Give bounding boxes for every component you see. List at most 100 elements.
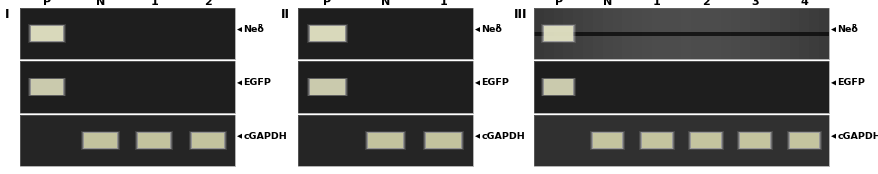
Bar bbox=[739, 133, 769, 148]
Bar bbox=[631, 8, 642, 59]
Text: P: P bbox=[43, 0, 51, 7]
Bar bbox=[730, 8, 740, 59]
Bar bbox=[543, 8, 553, 59]
Bar bbox=[720, 8, 730, 59]
Text: cGAPDH: cGAPDH bbox=[481, 132, 525, 141]
Bar bbox=[563, 8, 573, 59]
Bar bbox=[423, 131, 464, 149]
Text: P: P bbox=[554, 0, 562, 7]
Text: EGFP: EGFP bbox=[481, 78, 508, 87]
Bar bbox=[572, 8, 583, 59]
Bar bbox=[612, 8, 623, 59]
Bar bbox=[534, 8, 543, 59]
Bar bbox=[690, 8, 701, 59]
Bar bbox=[82, 131, 119, 149]
Bar bbox=[20, 115, 234, 166]
Bar bbox=[298, 61, 472, 113]
Bar bbox=[29, 25, 65, 42]
Bar bbox=[307, 78, 346, 96]
Text: Neo: Neo bbox=[243, 25, 264, 34]
Bar bbox=[710, 8, 721, 59]
Bar bbox=[20, 115, 234, 166]
Bar bbox=[28, 78, 66, 96]
Bar bbox=[83, 132, 118, 149]
Bar bbox=[298, 8, 472, 59]
Text: 1: 1 bbox=[652, 0, 660, 7]
Bar bbox=[651, 8, 662, 59]
Bar bbox=[543, 25, 573, 42]
Bar bbox=[298, 115, 472, 166]
Bar bbox=[20, 61, 234, 113]
Text: N: N bbox=[380, 0, 390, 7]
Bar bbox=[737, 131, 772, 149]
Text: III: III bbox=[514, 8, 527, 21]
Bar bbox=[786, 131, 821, 149]
Bar bbox=[540, 25, 576, 43]
Bar bbox=[738, 132, 771, 149]
Bar bbox=[593, 8, 602, 59]
Bar bbox=[309, 26, 344, 41]
Bar bbox=[642, 8, 651, 59]
Text: II: II bbox=[280, 8, 289, 21]
Bar bbox=[787, 132, 820, 149]
Bar bbox=[425, 132, 462, 149]
Text: Neo: Neo bbox=[837, 25, 858, 34]
Bar bbox=[638, 131, 674, 149]
Bar bbox=[306, 25, 348, 43]
Text: 2: 2 bbox=[204, 0, 212, 7]
Polygon shape bbox=[830, 27, 835, 32]
Bar bbox=[364, 131, 406, 149]
Bar bbox=[534, 115, 828, 166]
Bar bbox=[191, 133, 224, 148]
Bar bbox=[191, 132, 225, 149]
Bar bbox=[30, 79, 64, 95]
Bar bbox=[190, 132, 226, 149]
Bar bbox=[750, 8, 759, 59]
Bar bbox=[31, 79, 63, 95]
Bar bbox=[788, 8, 799, 59]
Bar bbox=[809, 8, 818, 59]
Bar bbox=[639, 132, 673, 149]
Polygon shape bbox=[830, 134, 835, 139]
Bar bbox=[593, 133, 622, 148]
Bar bbox=[779, 8, 789, 59]
Bar bbox=[137, 132, 171, 149]
Bar bbox=[365, 132, 405, 149]
Bar bbox=[739, 8, 750, 59]
Bar bbox=[671, 8, 681, 59]
Bar bbox=[602, 8, 613, 59]
Text: EGFP: EGFP bbox=[243, 78, 271, 87]
Bar bbox=[738, 132, 770, 149]
Text: Neo: Neo bbox=[481, 25, 502, 34]
Polygon shape bbox=[237, 27, 241, 32]
Text: N: N bbox=[96, 0, 105, 7]
Text: P: P bbox=[323, 0, 331, 7]
Text: 1: 1 bbox=[150, 0, 158, 7]
Bar bbox=[308, 25, 345, 42]
Polygon shape bbox=[474, 134, 479, 139]
Bar bbox=[788, 133, 818, 148]
Bar bbox=[687, 131, 723, 149]
Bar bbox=[689, 132, 721, 149]
Bar bbox=[543, 26, 572, 41]
Bar bbox=[818, 8, 829, 59]
Bar bbox=[534, 115, 828, 166]
Bar bbox=[688, 132, 722, 149]
Bar bbox=[298, 61, 472, 113]
Bar bbox=[307, 25, 346, 42]
Bar bbox=[298, 8, 472, 59]
Bar bbox=[591, 132, 623, 149]
Bar bbox=[28, 25, 66, 43]
Bar bbox=[426, 133, 461, 148]
Text: 2: 2 bbox=[702, 0, 709, 7]
Bar bbox=[30, 25, 64, 42]
Text: R: R bbox=[850, 24, 855, 30]
Bar bbox=[31, 26, 63, 41]
Bar bbox=[769, 8, 780, 59]
Polygon shape bbox=[237, 80, 241, 85]
Text: R: R bbox=[256, 24, 262, 30]
Bar bbox=[799, 8, 809, 59]
Bar bbox=[368, 133, 402, 148]
Bar bbox=[701, 8, 710, 59]
Bar bbox=[135, 131, 173, 149]
